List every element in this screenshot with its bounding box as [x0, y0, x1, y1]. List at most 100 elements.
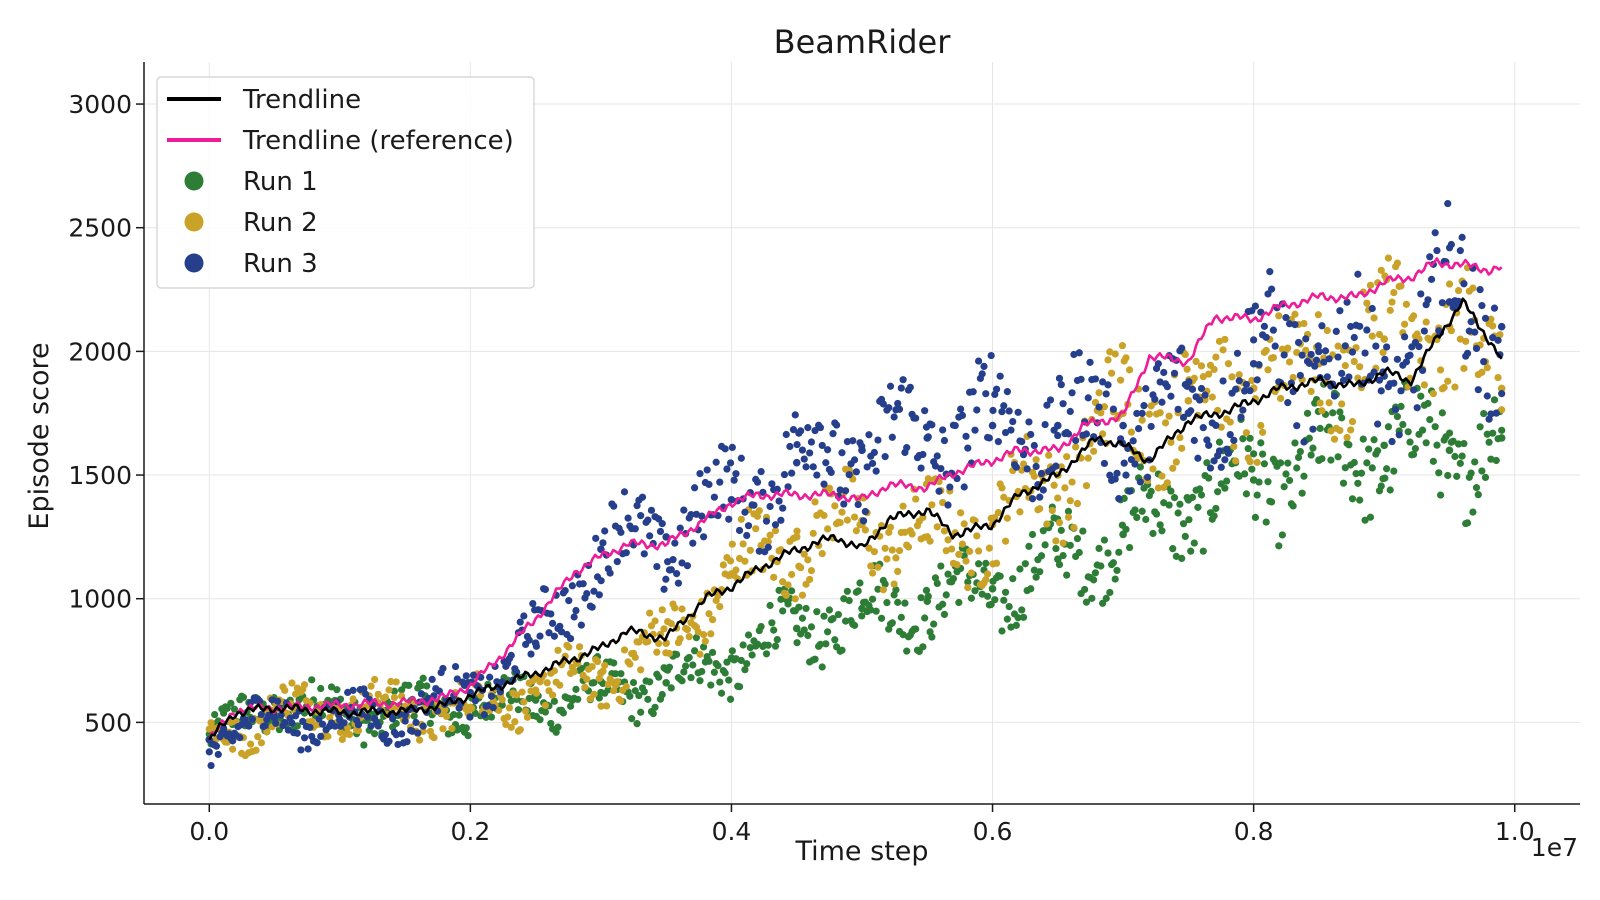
data-point — [1048, 506, 1056, 515]
data-point — [806, 449, 814, 457]
data-point — [809, 529, 817, 537]
data-point — [581, 683, 589, 691]
data-point — [1021, 560, 1029, 568]
data-point — [687, 674, 695, 682]
data-point — [498, 696, 506, 704]
data-point — [1327, 456, 1335, 464]
data-point — [502, 720, 510, 729]
data-point — [1363, 459, 1371, 467]
data-point — [646, 532, 654, 540]
data-point — [870, 448, 878, 457]
data-point — [1104, 381, 1112, 389]
data-point — [367, 682, 375, 690]
data-point — [921, 614, 929, 622]
data-point — [1005, 602, 1013, 611]
data-point — [644, 516, 652, 524]
data-point — [1073, 499, 1082, 508]
data-point — [1197, 491, 1206, 499]
data-point — [992, 385, 1001, 393]
data-point — [1235, 472, 1243, 480]
data-point — [1422, 439, 1430, 447]
data-point — [1187, 547, 1195, 555]
data-point — [1267, 285, 1276, 293]
data-point — [1003, 388, 1011, 396]
data-point — [788, 570, 796, 579]
data-point — [1307, 451, 1315, 459]
data-point — [744, 522, 753, 530]
data-point — [1388, 298, 1396, 306]
data-point — [1152, 510, 1161, 518]
data-point — [1230, 442, 1238, 451]
data-point — [1444, 199, 1452, 208]
data-point — [988, 421, 997, 430]
data-point — [852, 468, 860, 476]
data-point — [572, 606, 580, 615]
data-point — [1197, 384, 1206, 393]
data-point — [450, 710, 458, 719]
data-point — [417, 682, 425, 690]
data-point — [699, 631, 708, 639]
data-point — [1392, 406, 1400, 414]
data-point — [1206, 464, 1215, 472]
data-point — [757, 467, 765, 476]
data-point — [989, 406, 997, 415]
data-point — [360, 741, 368, 749]
data-point — [809, 463, 817, 471]
data-point — [665, 649, 674, 658]
data-point — [975, 560, 983, 568]
data-point — [994, 438, 1002, 446]
data-point — [371, 675, 379, 684]
data-point — [865, 431, 873, 439]
data-point — [690, 647, 699, 655]
data-point — [531, 696, 540, 704]
data-point — [550, 697, 558, 705]
data-point — [1253, 458, 1261, 466]
data-point — [628, 715, 636, 723]
data-point — [1196, 396, 1204, 404]
data-point — [1445, 446, 1454, 455]
data-point — [1184, 397, 1193, 405]
data-point — [852, 527, 860, 535]
data-point — [714, 591, 722, 600]
data-point — [1140, 402, 1148, 410]
data-point — [299, 717, 307, 725]
data-point — [595, 591, 603, 599]
data-point — [696, 677, 704, 685]
data-point — [504, 713, 512, 721]
data-point — [1289, 502, 1297, 510]
data-point — [1485, 438, 1493, 446]
data-point — [658, 520, 666, 528]
data-point — [1285, 358, 1294, 366]
data-point — [1050, 481, 1058, 489]
legend-marker-swatch — [184, 253, 204, 273]
data-point — [798, 446, 807, 454]
data-point — [1372, 342, 1380, 350]
data-point — [1184, 495, 1193, 504]
data-point — [550, 667, 558, 675]
data-point — [1169, 464, 1177, 472]
data-point — [1163, 479, 1171, 487]
data-point — [973, 406, 981, 414]
data-point — [638, 493, 647, 501]
data-point — [1393, 412, 1402, 421]
data-point — [792, 624, 801, 633]
data-point — [653, 648, 661, 656]
data-point — [721, 669, 729, 677]
data-point — [1404, 428, 1412, 436]
data-point — [1458, 233, 1466, 241]
data-point — [651, 617, 659, 625]
data-point — [288, 679, 296, 687]
data-point — [1487, 410, 1495, 418]
data-point — [1429, 390, 1437, 398]
data-point — [1181, 532, 1189, 540]
data-point — [1025, 418, 1033, 426]
data-point — [971, 426, 979, 434]
data-point — [1212, 421, 1220, 430]
data-point — [975, 357, 983, 365]
data-point — [1433, 441, 1441, 449]
data-point — [1316, 399, 1324, 407]
data-point — [498, 701, 506, 709]
data-point — [577, 621, 585, 629]
data-point — [1102, 390, 1110, 398]
data-point — [1077, 375, 1085, 383]
